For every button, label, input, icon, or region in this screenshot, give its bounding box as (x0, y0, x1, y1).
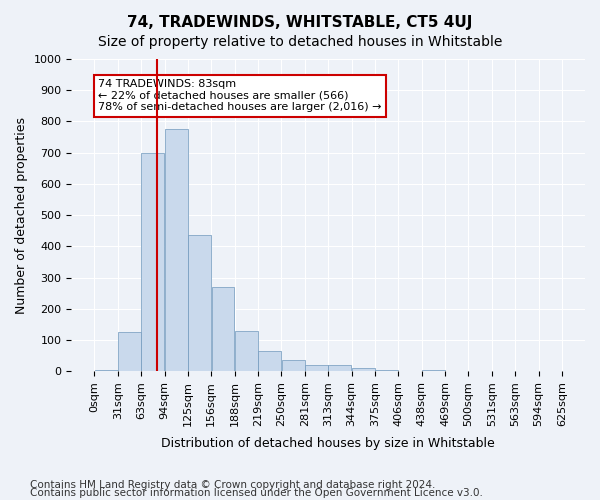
Bar (375, 370, 398, 371)
Bar (165, 129, 188, 371)
Text: Contains HM Land Registry data © Crown copyright and database right 2024.: Contains HM Land Registry data © Crown c… (30, 480, 436, 490)
Bar (352, 368, 374, 371)
Text: 74 TRADEWINDS: 83sqm
← 22% of detached houses are smaller (566)
78% of semi-deta: 74 TRADEWINDS: 83sqm ← 22% of detached h… (98, 80, 382, 112)
Bar (142, 152, 164, 371)
Bar (328, 365, 351, 371)
Text: 74, TRADEWINDS, WHITSTABLE, CT5 4UJ: 74, TRADEWINDS, WHITSTABLE, CT5 4UJ (127, 15, 473, 30)
Bar (281, 360, 305, 371)
Bar (305, 365, 328, 371)
Bar (212, 287, 235, 371)
Y-axis label: Number of detached properties: Number of detached properties (15, 116, 28, 314)
Bar (188, 236, 211, 371)
Text: Size of property relative to detached houses in Whitstable: Size of property relative to detached ho… (98, 35, 502, 49)
Bar (95, 370, 118, 371)
X-axis label: Distribution of detached houses by size in Whitstable: Distribution of detached houses by size … (161, 437, 495, 450)
Bar (258, 351, 281, 371)
Bar (118, 332, 141, 371)
Bar (235, 330, 258, 371)
Text: Contains public sector information licensed under the Open Government Licence v3: Contains public sector information licen… (30, 488, 483, 498)
Bar (422, 370, 445, 371)
